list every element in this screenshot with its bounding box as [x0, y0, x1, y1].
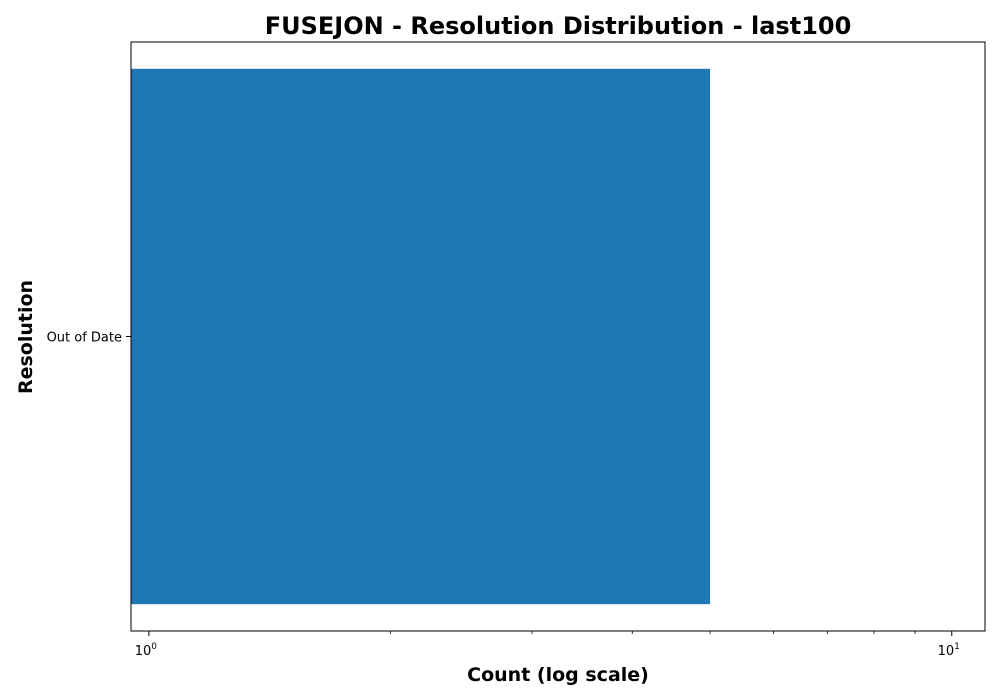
bar [131, 68, 711, 605]
x-tick-label: 101 [938, 642, 960, 659]
x-axis-ticks: 100 101 [135, 631, 960, 659]
y-axis-ticks: Out of Date [47, 331, 131, 346]
x-tick-label: 100 [135, 642, 158, 659]
plot-area [130, 41, 986, 632]
bars [131, 68, 711, 605]
y-tick-label: Out of Date [47, 331, 122, 346]
y-axis-label: Resolution [15, 280, 37, 394]
chart-title: FUSEJON - Resolution Distribution - last… [265, 12, 852, 40]
x-axis-label: Count (log scale) [467, 664, 649, 686]
